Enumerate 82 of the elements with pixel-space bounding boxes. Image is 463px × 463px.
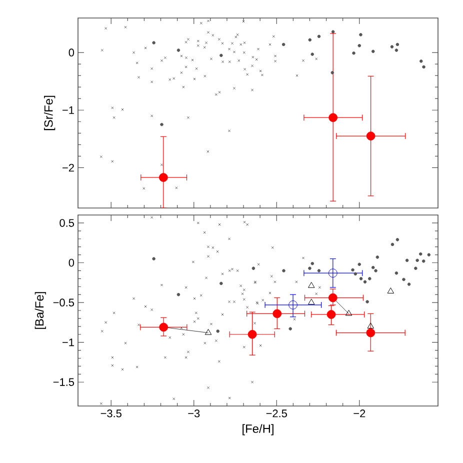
point (416, 258, 419, 262)
point (371, 266, 375, 270)
y-tick-label: −1 (62, 338, 74, 346)
point (366, 328, 376, 338)
point (376, 256, 380, 259)
point (272, 309, 282, 318)
point (359, 33, 362, 36)
point (308, 38, 312, 42)
y-tick-label: 0 (68, 258, 74, 267)
point (220, 54, 223, 58)
y-tick-label: −2 (62, 164, 74, 172)
point (308, 298, 315, 305)
point (407, 282, 411, 286)
point (220, 282, 223, 286)
point (317, 34, 321, 38)
point (308, 266, 312, 270)
point (418, 252, 422, 256)
point (176, 292, 180, 296)
point (252, 266, 256, 270)
point (363, 280, 367, 284)
point (308, 282, 315, 288)
point (402, 278, 406, 282)
point (317, 269, 321, 272)
point (328, 293, 338, 302)
point (310, 262, 314, 266)
point (159, 322, 168, 332)
point (394, 271, 398, 275)
point (152, 257, 156, 260)
point (328, 268, 338, 278)
point (396, 42, 400, 46)
point (368, 277, 372, 280)
point (330, 71, 334, 74)
point (288, 300, 298, 310)
point (367, 322, 374, 328)
point (216, 330, 220, 333)
point (422, 65, 426, 69)
y-tick-label: −0.5 (53, 298, 74, 306)
point (282, 42, 286, 46)
y-tick-label: −1.5 (53, 378, 74, 386)
point (374, 269, 378, 272)
point (204, 328, 212, 335)
y-tick-label: 0.5 (60, 219, 74, 227)
point (366, 132, 376, 140)
x-tick-label: −2.5 (266, 410, 287, 418)
point (354, 272, 358, 276)
y-axis-title: [Sr/Fe] (44, 96, 56, 130)
point (351, 268, 354, 272)
point (310, 52, 314, 56)
point (390, 242, 394, 246)
x-axis-title: [Fe/H] (242, 424, 274, 436)
point (158, 173, 168, 182)
y-axis-title: [Ba/Fe] (34, 292, 46, 329)
point (419, 60, 423, 63)
point (160, 122, 164, 126)
y-tick-label: −1 (62, 106, 74, 114)
point (152, 41, 156, 44)
point (328, 113, 338, 122)
point (248, 330, 257, 339)
point (427, 253, 431, 256)
point (326, 310, 336, 319)
point (282, 269, 286, 272)
point (405, 258, 409, 262)
x-tick-label: −3 (188, 410, 200, 418)
x-tick-label: −2 (354, 410, 366, 418)
point (387, 288, 394, 294)
point (371, 50, 375, 54)
point (414, 266, 418, 270)
y-tick-label: 0 (68, 48, 74, 56)
point (366, 300, 369, 304)
point (345, 310, 352, 316)
x-tick-label: −3.5 (100, 410, 122, 418)
point (331, 30, 335, 34)
point (422, 260, 426, 263)
point (352, 51, 356, 55)
point (358, 44, 362, 48)
point (390, 45, 394, 48)
point (396, 238, 400, 242)
point (394, 48, 398, 52)
point (358, 262, 362, 266)
point (176, 48, 180, 52)
point (359, 277, 363, 280)
point (288, 327, 292, 330)
